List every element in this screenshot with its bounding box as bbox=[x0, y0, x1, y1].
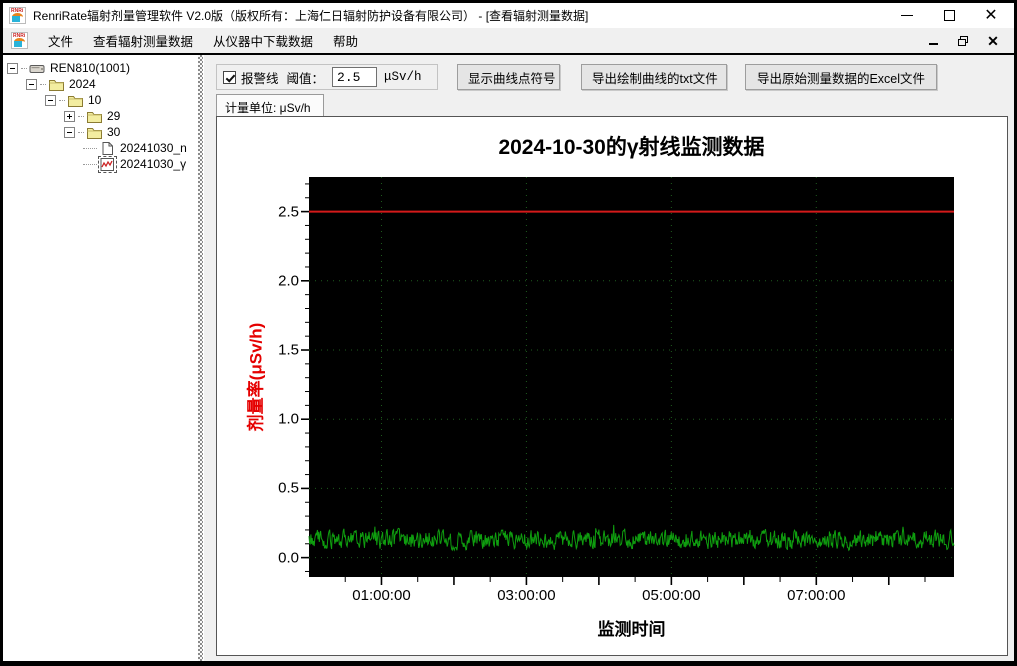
export-txt-button[interactable]: 导出绘制曲线的txt文件 bbox=[581, 64, 727, 90]
x-tick-label: 05:00:00 bbox=[642, 587, 701, 604]
main-area: REN810(1001) 2024 10 bbox=[3, 55, 1014, 661]
chart-controls-row: 报警线 阈值： μSv/h 显示曲线点符号 导出绘制曲线的txt文件 导出原始测… bbox=[216, 64, 1014, 90]
y-tick-label: 0.0 bbox=[278, 549, 299, 567]
collapse-toggle-icon[interactable] bbox=[64, 126, 75, 138]
app-logo-text: RNRi bbox=[13, 33, 26, 39]
tree-item-label: 2024 bbox=[69, 76, 96, 91]
tree-connector bbox=[78, 115, 84, 117]
tree-item-label: 30 bbox=[107, 124, 121, 139]
alarm-line-label: 报警线 bbox=[241, 71, 279, 86]
tree-item-2024[interactable]: 2024 bbox=[3, 76, 197, 92]
folder-icon bbox=[86, 109, 103, 124]
y-axis-title: 剂量率(μSv/h) bbox=[246, 322, 266, 432]
title-bar: RNRi RenriRate辐射剂量管理软件 V2.0版（版权所有：上海仁日辐射… bbox=[3, 3, 1014, 28]
mdi-window-controls: ✕ bbox=[926, 34, 1000, 48]
device-tree-panel: REN810(1001) 2024 10 bbox=[3, 55, 197, 661]
tree-item-ren810[interactable]: REN810(1001) bbox=[3, 60, 197, 76]
maximize-button[interactable] bbox=[940, 7, 958, 25]
document-icon bbox=[99, 141, 116, 156]
window-title: RenriRate辐射剂量管理软件 V2.0版（版权所有：上海仁日辐射防护设备有… bbox=[33, 9, 589, 23]
tree-item-label: 10 bbox=[88, 92, 102, 107]
y-tick-label: 2.5 bbox=[278, 203, 299, 221]
export-excel-button[interactable]: 导出原始测量数据的Excel文件 bbox=[745, 64, 937, 90]
tree-item-20241030-gamma[interactable]: 20241030_γ bbox=[3, 155, 197, 173]
y-tick-label: 1.5 bbox=[278, 341, 299, 359]
x-tick-label: 07:00:00 bbox=[787, 587, 846, 604]
threshold-unit-label: μSv/h bbox=[384, 70, 422, 84]
minimize-icon bbox=[901, 15, 913, 16]
unit-tab[interactable]: 计量单位: μSv/h bbox=[216, 94, 324, 116]
plot-area bbox=[301, 177, 955, 585]
restore-icon bbox=[958, 35, 968, 46]
panel-splitter[interactable] bbox=[197, 55, 204, 661]
tree-connector bbox=[59, 99, 65, 101]
folder-icon bbox=[48, 77, 65, 92]
logo-square-shape bbox=[14, 41, 22, 47]
menu-item-view-data[interactable]: 查看辐射测量数据 bbox=[93, 35, 194, 49]
chart-panel: 2024-10-30的γ射线监测数据 剂量率(μSv/h) 监测时间 0.0 0.… bbox=[216, 116, 1008, 656]
app-logo-icon: RNRi bbox=[9, 7, 26, 24]
tree-item-30[interactable]: 30 bbox=[3, 124, 197, 140]
tree-connector bbox=[21, 67, 27, 69]
folder-icon bbox=[86, 125, 103, 140]
tree-item-label: 20241030_γ bbox=[120, 156, 187, 171]
chart-document-icon bbox=[98, 155, 117, 173]
close-icon: ✕ bbox=[984, 6, 998, 24]
collapse-toggle-icon[interactable] bbox=[26, 78, 37, 90]
menu-item-file[interactable]: 文件 bbox=[48, 35, 74, 49]
tree-item-label: 20241030_n bbox=[120, 140, 187, 155]
device-icon bbox=[29, 61, 46, 76]
dose-rate-series bbox=[308, 524, 955, 552]
menu-item-help[interactable]: 帮助 bbox=[333, 35, 359, 49]
mdi-restore-button[interactable] bbox=[956, 34, 970, 48]
menu-item-download[interactable]: 从仪器中下载数据 bbox=[213, 35, 314, 49]
tree-connector bbox=[83, 147, 97, 149]
tree-item-label: REN810(1001) bbox=[50, 60, 131, 75]
tree-item-10[interactable]: 10 bbox=[3, 92, 197, 108]
y-tick-label: 1.0 bbox=[278, 410, 299, 428]
minimize-icon bbox=[928, 43, 938, 45]
collapse-toggle-icon[interactable] bbox=[7, 62, 18, 74]
app-logo-text: RNRi bbox=[11, 8, 24, 14]
alarm-groupbox: 报警线 阈值： μSv/h bbox=[216, 64, 438, 90]
close-icon: ✕ bbox=[987, 32, 999, 49]
x-axis-title: 监测时间 bbox=[597, 620, 666, 639]
tree-connector bbox=[40, 83, 46, 85]
logo-square-shape bbox=[12, 16, 20, 22]
alarm-line-checkbox[interactable] bbox=[223, 70, 236, 84]
show-curve-points-button[interactable]: 显示曲线点符号 bbox=[457, 64, 560, 90]
logo-arc-shape bbox=[12, 13, 23, 21]
child-window-icon[interactable]: RNRi bbox=[11, 32, 28, 49]
tree-connector bbox=[78, 131, 84, 133]
x-tick-label: 01:00:00 bbox=[352, 587, 411, 604]
y-tick-label: 2.0 bbox=[278, 272, 299, 290]
maximize-icon bbox=[943, 10, 955, 21]
close-button[interactable]: ✕ bbox=[982, 7, 1000, 25]
tree-item-label: 29 bbox=[107, 108, 121, 123]
window-controls: ✕ bbox=[898, 7, 1000, 25]
threshold-input[interactable] bbox=[332, 67, 378, 87]
menu-bar: RNRi 文件 查看辐射测量数据 从仪器中下载数据 帮助 ✕ bbox=[3, 28, 1014, 55]
plot-background bbox=[309, 177, 954, 577]
y-tick-label: 0.5 bbox=[278, 479, 299, 497]
tree-item-29[interactable]: 29 bbox=[3, 108, 197, 124]
threshold-label: 阈值： bbox=[286, 71, 325, 86]
expand-toggle-icon[interactable] bbox=[64, 110, 75, 122]
chart-title: 2024-10-30的γ射线监测数据 bbox=[498, 136, 765, 159]
folder-icon bbox=[67, 93, 84, 108]
mdi-close-button[interactable]: ✕ bbox=[986, 34, 1000, 48]
logo-arc-shape bbox=[14, 38, 25, 46]
x-tick-label: 03:00:00 bbox=[497, 587, 556, 604]
minimize-button[interactable] bbox=[898, 7, 916, 25]
mdi-minimize-button[interactable] bbox=[926, 34, 940, 48]
collapse-toggle-icon[interactable] bbox=[45, 94, 56, 106]
tree-connector bbox=[83, 163, 97, 165]
content-panel: 报警线 阈值： μSv/h 显示曲线点符号 导出绘制曲线的txt文件 导出原始测… bbox=[204, 55, 1014, 661]
tree-item-20241030-n[interactable]: 20241030_n bbox=[3, 140, 197, 156]
